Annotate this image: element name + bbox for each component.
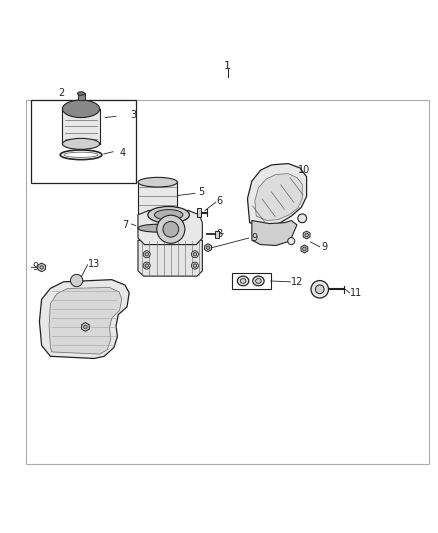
Polygon shape (205, 244, 212, 252)
Ellipse shape (78, 92, 85, 95)
Polygon shape (301, 245, 308, 253)
Ellipse shape (138, 224, 177, 232)
Text: 9: 9 (32, 262, 38, 271)
Circle shape (157, 215, 185, 243)
Polygon shape (38, 263, 46, 272)
Circle shape (145, 253, 148, 256)
Circle shape (193, 253, 197, 256)
Text: 9: 9 (111, 329, 117, 340)
Polygon shape (247, 164, 307, 227)
Circle shape (298, 214, 307, 223)
Polygon shape (49, 287, 122, 354)
Text: 11: 11 (350, 288, 363, 298)
Text: 3: 3 (131, 110, 137, 120)
Text: 8: 8 (216, 229, 222, 239)
Bar (215, 231, 219, 238)
Text: 2: 2 (58, 88, 64, 98)
Text: 6: 6 (216, 196, 222, 206)
Text: 9: 9 (321, 242, 327, 252)
Ellipse shape (255, 279, 261, 284)
Circle shape (191, 262, 198, 269)
Bar (232, 273, 271, 289)
Ellipse shape (154, 209, 183, 220)
Bar (31, 100, 136, 183)
Ellipse shape (253, 276, 264, 286)
Circle shape (145, 264, 148, 268)
Circle shape (191, 251, 198, 258)
Polygon shape (39, 280, 129, 359)
Circle shape (315, 285, 324, 294)
Circle shape (311, 280, 328, 298)
Text: 10: 10 (298, 165, 311, 175)
Text: 13: 13 (88, 260, 100, 269)
Circle shape (305, 233, 308, 237)
Polygon shape (138, 211, 202, 245)
Bar (26, 100, 429, 464)
Bar (62, 109, 99, 144)
Circle shape (40, 265, 43, 269)
Ellipse shape (138, 177, 177, 187)
Text: 1: 1 (224, 61, 231, 71)
Polygon shape (252, 221, 297, 246)
Circle shape (84, 325, 87, 329)
Bar (197, 208, 201, 217)
Circle shape (303, 247, 306, 251)
Text: 7: 7 (122, 220, 128, 230)
Text: 12: 12 (291, 277, 304, 287)
Polygon shape (81, 322, 89, 332)
Ellipse shape (237, 276, 249, 286)
Circle shape (143, 251, 150, 258)
Circle shape (193, 264, 197, 268)
Text: 4: 4 (120, 148, 126, 158)
Polygon shape (255, 174, 302, 221)
Ellipse shape (240, 279, 246, 284)
Circle shape (288, 238, 295, 245)
Polygon shape (138, 240, 202, 276)
Circle shape (206, 246, 210, 249)
Polygon shape (303, 231, 310, 239)
Circle shape (143, 262, 150, 269)
Ellipse shape (148, 206, 189, 223)
Circle shape (71, 274, 83, 287)
Bar (78, 93, 85, 100)
Text: 9: 9 (251, 233, 257, 243)
Circle shape (163, 221, 179, 237)
Ellipse shape (62, 139, 100, 149)
Ellipse shape (62, 100, 100, 118)
Text: 5: 5 (198, 187, 205, 197)
